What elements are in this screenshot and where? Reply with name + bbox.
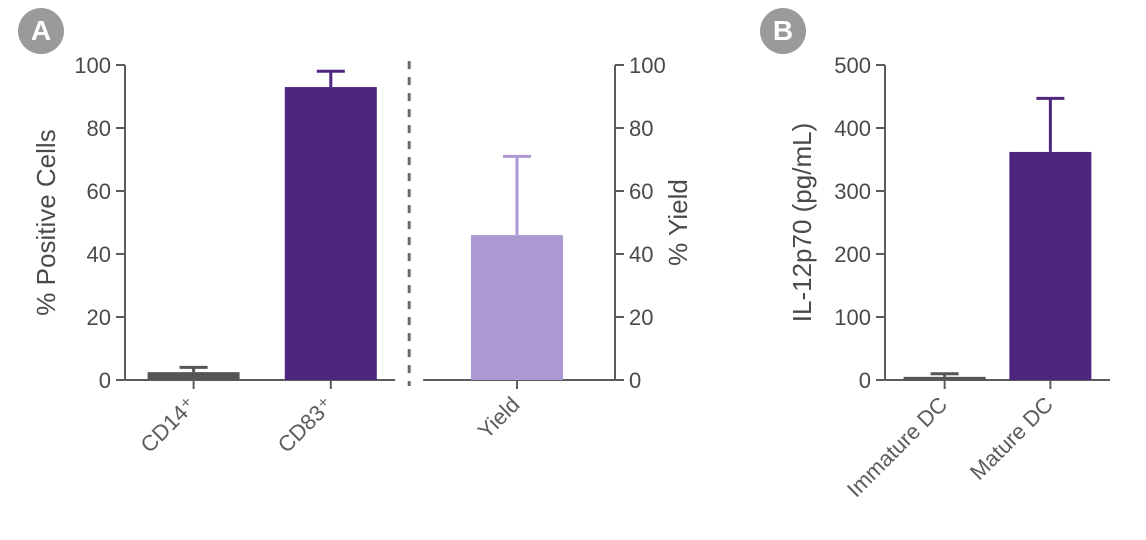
panel-b-bar-immature [904, 377, 986, 380]
panel-a-left-tick-label: 60 [87, 179, 111, 204]
panel-a-right-axis-title: % Yield [663, 179, 693, 266]
panel-a-bar-cd14 [148, 372, 240, 380]
panel-a-badge-text: A [31, 15, 51, 47]
panel-a-xlabel-cd83: CD83⁺ [273, 392, 339, 458]
panel-b-bar-mature [1009, 152, 1091, 380]
panel-a-left-tick-label: 40 [87, 242, 111, 267]
panel-a-left-tick-label: 100 [74, 53, 111, 78]
panel-b-tick-label: 300 [834, 179, 871, 204]
panel-b-xlabel-immature: Immature DC [842, 392, 952, 502]
panel-a-right-tick-label: 80 [629, 116, 653, 141]
panel-a-right-tick-label: 0 [629, 368, 641, 393]
panel-a-left-tick-label: 20 [87, 305, 111, 330]
panel-a-right-tick-label: 40 [629, 242, 653, 267]
panel-b-tick-label: 0 [859, 368, 871, 393]
panel-a-right-tick-label: 60 [629, 179, 653, 204]
panel-a-right-tick-label: 100 [629, 53, 666, 78]
panel-a-bar-cd83 [285, 87, 377, 380]
figure: A B 0 20 40 60 80 100 0 20 40 60 80 100 % Positive C… [0, 0, 1146, 540]
panel-a-left-axis-title: % Positive Cells [31, 129, 61, 315]
panel-a-right-tick-label: 20 [629, 305, 653, 330]
panel-a-xlabel-yield: Yield [473, 392, 525, 444]
panel-b-badge: B [760, 8, 806, 54]
panel-b-xlabel-mature: Mature DC [965, 392, 1058, 485]
panel-b-tick-label: 200 [834, 242, 871, 267]
panel-b-tick-label: 400 [834, 116, 871, 141]
panel-a-xlabel-cd14: CD14⁺ [135, 392, 201, 458]
charts-svg: 0 20 40 60 80 100 0 20 40 60 80 100 % Positive Cells… [0, 0, 1146, 540]
panel-a-badge: A [18, 8, 64, 54]
panel-a-bar-yield [471, 235, 563, 380]
panel-b-axis-title: IL-12p70 (pg/mL) [787, 123, 817, 322]
panel-b-tick-label: 100 [834, 305, 871, 330]
panel-b-badge-text: B [773, 15, 793, 47]
panel-b-tick-label: 500 [834, 53, 871, 78]
panel-a-left-tick-label: 80 [87, 116, 111, 141]
panel-a-left-tick-label: 0 [99, 368, 111, 393]
